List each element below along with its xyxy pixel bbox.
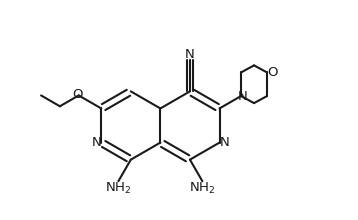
Text: NH$_2$: NH$_2$ (189, 181, 216, 196)
Text: O: O (72, 88, 83, 101)
Text: NH$_2$: NH$_2$ (105, 181, 132, 196)
Text: N: N (219, 136, 229, 149)
Text: O: O (267, 66, 277, 79)
Text: N: N (91, 136, 101, 149)
Text: N: N (185, 48, 195, 61)
Text: N: N (237, 90, 247, 103)
